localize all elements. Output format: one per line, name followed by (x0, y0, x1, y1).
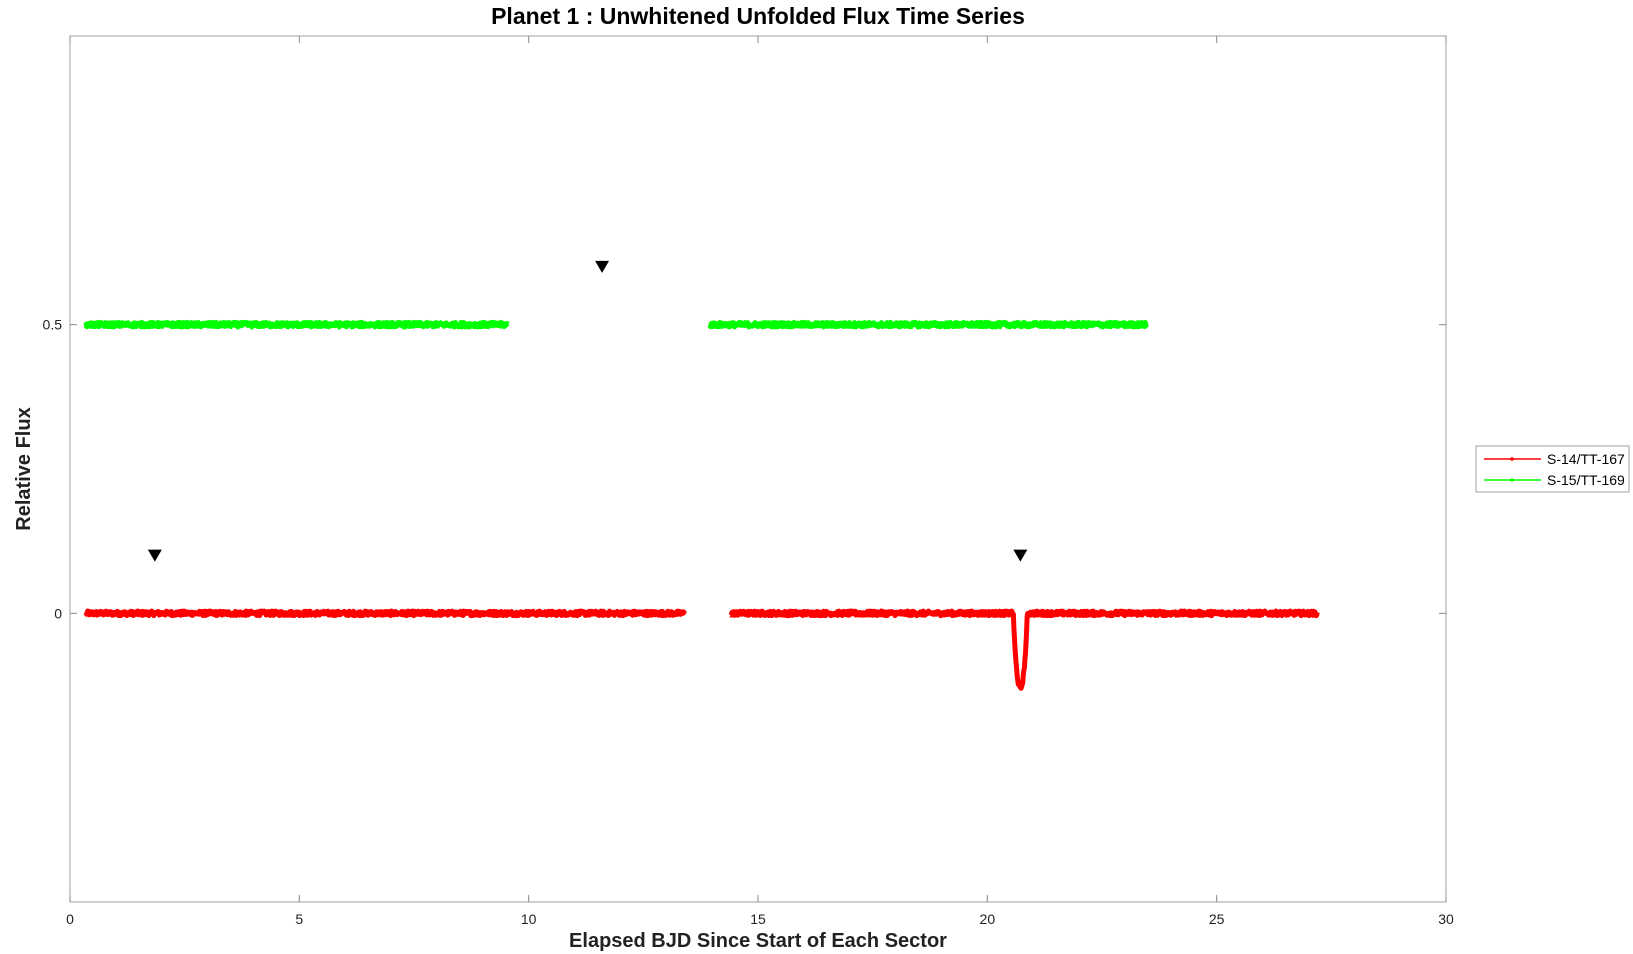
series-layer (83, 319, 1320, 691)
x-tick-label: 25 (1209, 911, 1225, 927)
x-tick-label: 20 (980, 911, 996, 927)
series-line-segment (707, 319, 1150, 330)
legend-marker (1510, 457, 1514, 461)
legend: S-14/TT-167 S-15/TT-169 (1475, 445, 1630, 493)
legend-marker (1510, 478, 1514, 482)
x-tick-label: 5 (295, 911, 303, 927)
y-axis-label: Relative Flux (13, 407, 35, 530)
x-axis-label: Elapsed BJD Since Start of Each Sector (569, 930, 947, 952)
legend-label: S-14/TT-167 (1547, 451, 1625, 467)
x-tick-label: 30 (1438, 911, 1454, 927)
y-axis: 00.5 (43, 317, 1446, 621)
x-tick-label: 15 (750, 911, 766, 927)
marker-layer (147, 260, 1028, 562)
transit-marker (595, 260, 610, 273)
legend-label: S-15/TT-169 (1547, 472, 1625, 488)
series-2 (83, 319, 1150, 330)
x-tick-label: 0 (66, 911, 74, 927)
series-1 (83, 608, 1320, 691)
series-line-segment (728, 608, 1320, 691)
transit-marker (147, 549, 162, 562)
series-line-segment (83, 608, 687, 619)
chart-title: Planet 1 : Unwhitened Unfolded Flux Time… (491, 3, 1025, 29)
y-tick-label: 0 (54, 605, 62, 621)
transit-marker (1013, 549, 1028, 562)
plot-area (69, 35, 1447, 903)
x-axis: 0 5 10 15 20 25 30 (66, 36, 1454, 927)
series-line-segment (83, 319, 510, 330)
x-tick-label: 10 (521, 911, 537, 927)
legend-box (1475, 445, 1630, 493)
y-tick-label: 0.5 (43, 317, 63, 333)
